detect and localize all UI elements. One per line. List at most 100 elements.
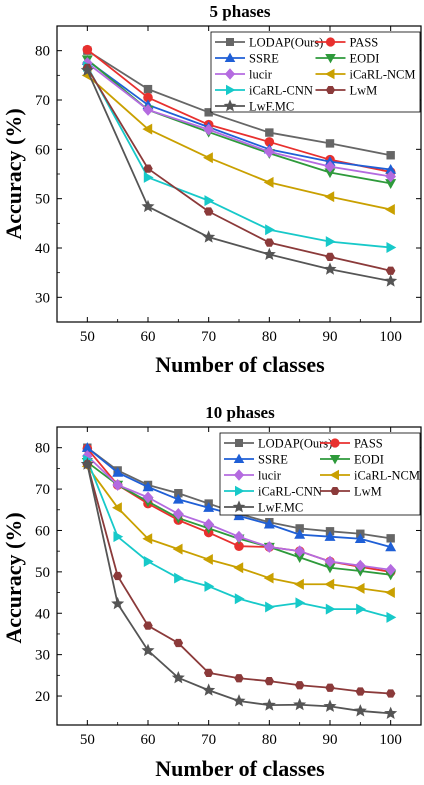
- legend-entry: iCaRL-CNN: [249, 84, 313, 98]
- legend-entry: PASS: [354, 437, 383, 451]
- x-tick-label: 50: [80, 732, 95, 748]
- y-tick-label: 60: [35, 142, 50, 158]
- data-point: [386, 151, 395, 160]
- data-point: [112, 479, 124, 491]
- data-point: [203, 123, 215, 136]
- data-point: [262, 698, 276, 711]
- data-point: [112, 466, 124, 477]
- data-point: [173, 638, 184, 648]
- legend-marker: [225, 84, 236, 96]
- y-tick-label: 40: [35, 241, 50, 257]
- data-point: [142, 491, 154, 504]
- y-axis-label: Accuracy (%): [1, 108, 26, 239]
- data-point: [385, 204, 395, 216]
- legend-marker: [329, 454, 341, 465]
- legend: LODAP(Ours) PASS SSRE EODI lucir iCaRL-NCM iCa…: [219, 432, 421, 516]
- data-point: [386, 242, 397, 253]
- data-point: [356, 603, 366, 615]
- data-point: [111, 596, 125, 610]
- legend-marker: [233, 469, 245, 481]
- data-point: [386, 534, 395, 543]
- data-point: [112, 502, 122, 514]
- x-tick-label: 80: [262, 329, 277, 345]
- x-axis-label: Number of classes: [155, 352, 325, 377]
- data-point: [324, 555, 336, 568]
- legend-entry: lucir: [249, 68, 273, 82]
- legend-entry: EODI: [354, 453, 384, 467]
- y-tick-label: 30: [35, 290, 50, 306]
- legend-entry: LwM: [350, 84, 378, 98]
- data-point: [232, 694, 246, 707]
- data-point: [384, 274, 398, 287]
- data-point: [142, 103, 154, 116]
- series-line: [86, 70, 391, 282]
- data-point: [141, 199, 155, 213]
- x-tick-label: 70: [201, 732, 216, 748]
- chart-title: 5 phases: [210, 2, 271, 21]
- data-point: [325, 236, 336, 248]
- legend-box: [219, 432, 421, 516]
- data-point: [294, 528, 306, 539]
- data-point: [234, 674, 244, 683]
- data-point: [233, 530, 245, 543]
- data-point: [263, 518, 275, 529]
- y-tick-label: 50: [35, 192, 50, 208]
- x-tick-label: 90: [323, 329, 338, 345]
- legend-entry: LwM: [354, 485, 382, 499]
- y-tick-label: 30: [35, 648, 50, 664]
- data-point: [203, 207, 214, 216]
- data-point: [143, 171, 154, 183]
- data-point: [324, 531, 336, 541]
- legend-entry: LwF.MC: [249, 100, 294, 114]
- data-point: [203, 518, 215, 531]
- legend-marker: [233, 453, 245, 464]
- data-point: [234, 593, 245, 605]
- data-point: [385, 689, 396, 698]
- legend-entry: iCaRL-CNN: [258, 485, 322, 499]
- data-point: [263, 145, 275, 158]
- series-line: [86, 66, 391, 249]
- legend-entry: iCaRL-NCM: [350, 68, 416, 82]
- legend-marker: [234, 485, 245, 497]
- legend-marker: [223, 99, 237, 112]
- y-tick-label: 50: [35, 565, 50, 581]
- data-point: [80, 457, 94, 470]
- data-point: [325, 139, 335, 148]
- legend-entry: lucir: [258, 469, 282, 483]
- data-point: [113, 531, 124, 543]
- data-point: [204, 195, 215, 207]
- data-point: [385, 266, 396, 275]
- legend-marker: [325, 54, 336, 64]
- x-tick-label: 70: [201, 329, 216, 345]
- data-point: [293, 697, 307, 711]
- y-tick-label: 40: [35, 606, 50, 622]
- data-point: [141, 643, 155, 657]
- chart-panel-10-phases: 10 phases Accuracy (%) Number of classes…: [1, 403, 422, 781]
- data-point: [143, 84, 153, 94]
- y-tick-label: 70: [35, 93, 50, 109]
- y-tick-label: 80: [35, 441, 50, 457]
- legend-marker: [330, 487, 340, 495]
- legend-marker: [234, 438, 243, 447]
- data-point: [325, 603, 336, 615]
- y-tick-label: 80: [35, 44, 50, 60]
- data-point: [324, 160, 336, 173]
- legend-marker: [232, 500, 246, 513]
- y-tick-label: 70: [35, 482, 50, 498]
- data-point: [323, 262, 337, 275]
- data-point: [202, 230, 216, 243]
- data-point: [204, 580, 215, 592]
- x-axis-label: Number of classes: [155, 756, 325, 780]
- legend-entry: LODAP(Ours): [249, 36, 323, 50]
- chart-title: 10 phases: [205, 403, 275, 422]
- data-point: [263, 541, 275, 553]
- legend-entry: SSRE: [249, 52, 279, 66]
- data-point: [263, 572, 274, 584]
- legend-marker: [224, 68, 236, 80]
- data-point: [142, 533, 153, 545]
- data-point: [171, 670, 185, 684]
- data-point: [203, 553, 213, 565]
- data-point: [82, 44, 93, 55]
- x-tick-label: 60: [141, 732, 156, 748]
